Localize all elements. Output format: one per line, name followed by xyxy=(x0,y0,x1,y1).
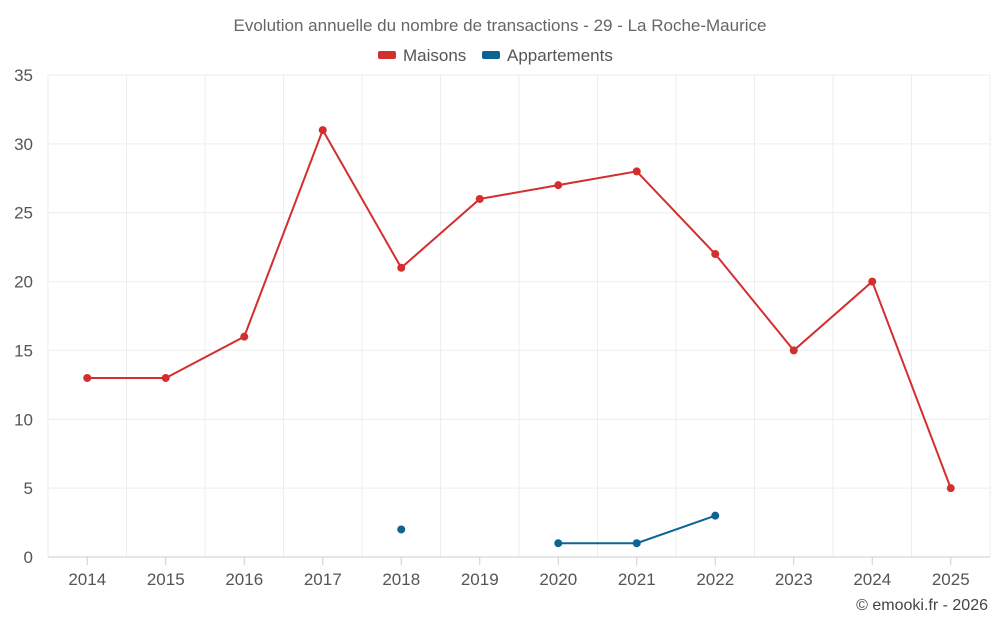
x-tick-label: 2021 xyxy=(618,570,656,589)
x-tick-label: 2020 xyxy=(539,570,577,589)
legend-item-appartements[interactable]: Appartements xyxy=(482,46,613,65)
data-point[interactable] xyxy=(789,346,798,355)
series-layer xyxy=(83,126,955,548)
data-point[interactable] xyxy=(397,263,406,272)
grid xyxy=(47,74,991,557)
series-line xyxy=(87,127,952,489)
data-point[interactable] xyxy=(554,181,563,190)
legend-label: Maisons xyxy=(403,46,466,65)
x-tick-label: 2019 xyxy=(461,570,499,589)
data-point[interactable] xyxy=(632,539,641,548)
credit-text: © emooki.fr - 2026 xyxy=(856,597,988,614)
y-tick-label: 20 xyxy=(14,273,33,292)
x-tick-label: 2024 xyxy=(853,570,891,589)
data-point[interactable] xyxy=(240,332,249,341)
series-maisons xyxy=(83,126,955,493)
data-point[interactable] xyxy=(946,484,955,493)
x-tick-label: 2025 xyxy=(932,570,970,589)
data-point[interactable] xyxy=(318,126,327,135)
x-tick-label: 2018 xyxy=(382,570,420,589)
series-appartements xyxy=(397,511,720,548)
y-tick-label: 30 xyxy=(14,135,33,154)
legend: Maisons Appartements xyxy=(378,46,613,65)
data-point[interactable] xyxy=(868,277,877,286)
x-tick-label: 2022 xyxy=(696,570,734,589)
y-tick-label: 25 xyxy=(14,204,33,223)
y-tick-label: 10 xyxy=(14,410,33,429)
x-tick-label: 2014 xyxy=(68,570,106,589)
data-point[interactable] xyxy=(397,525,406,534)
data-point[interactable] xyxy=(475,194,484,203)
data-point[interactable] xyxy=(554,539,563,548)
data-point[interactable] xyxy=(711,250,720,259)
x-tick-label: 2016 xyxy=(225,570,263,589)
data-point[interactable] xyxy=(161,373,170,382)
x-tick-label: 2023 xyxy=(775,570,813,589)
x-tick-label: 2015 xyxy=(147,570,185,589)
data-point[interactable] xyxy=(83,373,92,382)
y-tick-label: 35 xyxy=(14,66,33,85)
data-point[interactable] xyxy=(711,511,720,520)
series-line xyxy=(558,514,716,545)
legend-swatch xyxy=(482,51,500,59)
data-point[interactable] xyxy=(632,167,641,176)
y-tick-label: 5 xyxy=(24,479,33,498)
chart-title: Evolution annuelle du nombre de transact… xyxy=(234,16,767,35)
legend-label: Appartements xyxy=(507,46,613,65)
x-tick-label: 2017 xyxy=(304,570,342,589)
legend-item-maisons[interactable]: Maisons xyxy=(378,46,466,65)
legend-swatch xyxy=(378,51,396,59)
y-tick-label: 0 xyxy=(24,548,33,567)
y-tick-label: 15 xyxy=(14,341,33,360)
